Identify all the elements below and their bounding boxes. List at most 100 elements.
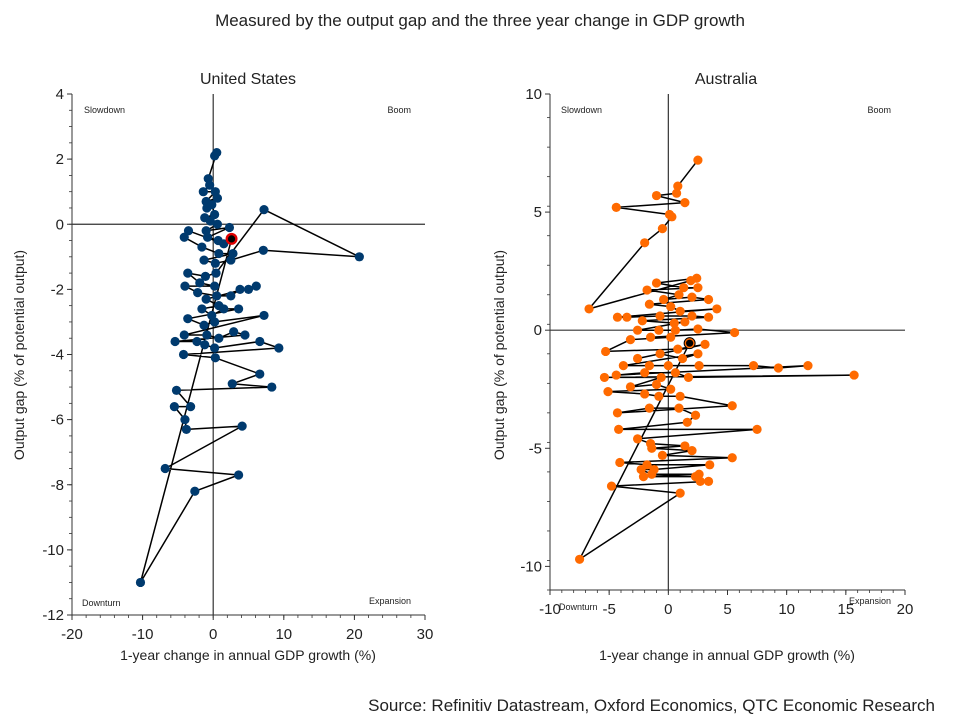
us-data-point [210,281,220,291]
au-data-point [663,361,673,371]
au-x-tick-label: -10 [539,601,561,618]
us-data-point [214,333,224,343]
us-data-point [259,204,269,215]
au-data-point [666,384,676,394]
au-data-point [700,339,710,349]
us-data-point [205,180,215,190]
au-data-point [693,324,703,334]
us-data-point [255,369,265,379]
au-data-point [601,346,611,357]
us-x-tick-label: 20 [346,626,363,643]
us-data-point [200,271,211,281]
au-data-point [599,372,610,383]
au-y-tick-label: 0 [534,322,542,339]
us-data-point [214,248,224,259]
us-data-point [135,577,146,588]
us-data-point [210,353,220,363]
au-data-point [654,325,664,335]
au-data-point [849,370,859,380]
us-y-tick-label: -10 [42,542,64,559]
au-data-point [683,372,694,383]
us-data-point [205,216,215,226]
us-data-point [183,268,193,278]
us-data-point [207,200,217,210]
au-data-point [773,363,783,373]
au-data-point [752,424,762,434]
au-data-point [693,283,703,293]
au-data-point [669,318,679,328]
au-data-point [693,349,703,359]
au-x-tick-label: 5 [723,601,731,618]
au-data-point [655,349,665,359]
au-series-path [578,159,855,561]
us-data-point [200,340,210,350]
au-data-point [618,361,628,371]
au-x-tick-label: 15 [837,601,854,618]
us-data-point [160,463,170,474]
au-latest-point-inner [686,339,694,347]
au-data-point [574,554,585,564]
us-quadrant-expansion: Expansion [369,596,411,606]
au-data-point [614,424,624,434]
us-data-point [258,245,268,255]
us-data-point [251,281,261,291]
au-data-point [603,387,613,397]
au-data-point [625,335,636,345]
us-quadrant-boom: Boom [387,105,411,115]
au-data-point [695,476,705,486]
au-data-point [647,469,657,479]
au-data-point [673,181,683,191]
us-data-point [198,187,208,197]
au-data-point [655,311,665,321]
au-data-point [703,312,714,322]
us-x-tick-label: 10 [275,626,292,643]
us-data-point [219,239,229,249]
au-x-axis-label: 1-year change in annual GDP growth (%) [599,647,855,663]
us-data-point [212,291,222,301]
au-data-point [694,361,704,371]
us-data-point [199,320,209,330]
au-data-point [651,379,662,390]
us-data-point [259,310,269,321]
au-data-point [670,368,681,378]
au-data-point [625,382,636,392]
au-data-point [622,312,632,322]
us-data-point [193,288,203,298]
us-data-point [170,336,180,347]
au-data-point [638,472,649,482]
au-data-point [680,441,690,451]
us-data-point [210,209,220,220]
us-data-point [202,232,213,242]
us-data-point [202,330,212,340]
au-data-point [642,285,652,295]
au-data-point [675,391,685,401]
us-data-point [235,284,245,294]
us-y-tick-label: -8 [51,477,64,494]
us-panel-title: United States [200,71,296,88]
au-panel-title: Australia [695,71,757,88]
us-data-point [179,330,189,340]
us-x-axis-label: 1-year change in annual GDP growth (%) [120,647,376,663]
us-data-point [179,232,189,242]
au-data-point [632,353,643,364]
au-data-point [703,294,714,305]
au-data-point [640,368,650,378]
au-data-point [675,306,685,316]
au-data-point [666,332,676,342]
us-x-tick-label: -20 [61,626,83,643]
au-data-point [636,464,646,475]
au-data-point [640,238,650,248]
au-data-point [674,403,684,413]
au-data-point [651,278,662,288]
us-y-tick-label: -2 [51,281,64,298]
us-data-point [227,379,237,389]
au-x-tick-label: 20 [897,601,914,618]
us-data-point [212,193,223,203]
us-y-tick-label: 4 [56,86,64,103]
au-data-point [654,391,664,401]
au-data-point [677,353,688,364]
au-data-point [656,372,666,383]
au-data-point [666,301,676,312]
au-data-point [637,316,647,326]
